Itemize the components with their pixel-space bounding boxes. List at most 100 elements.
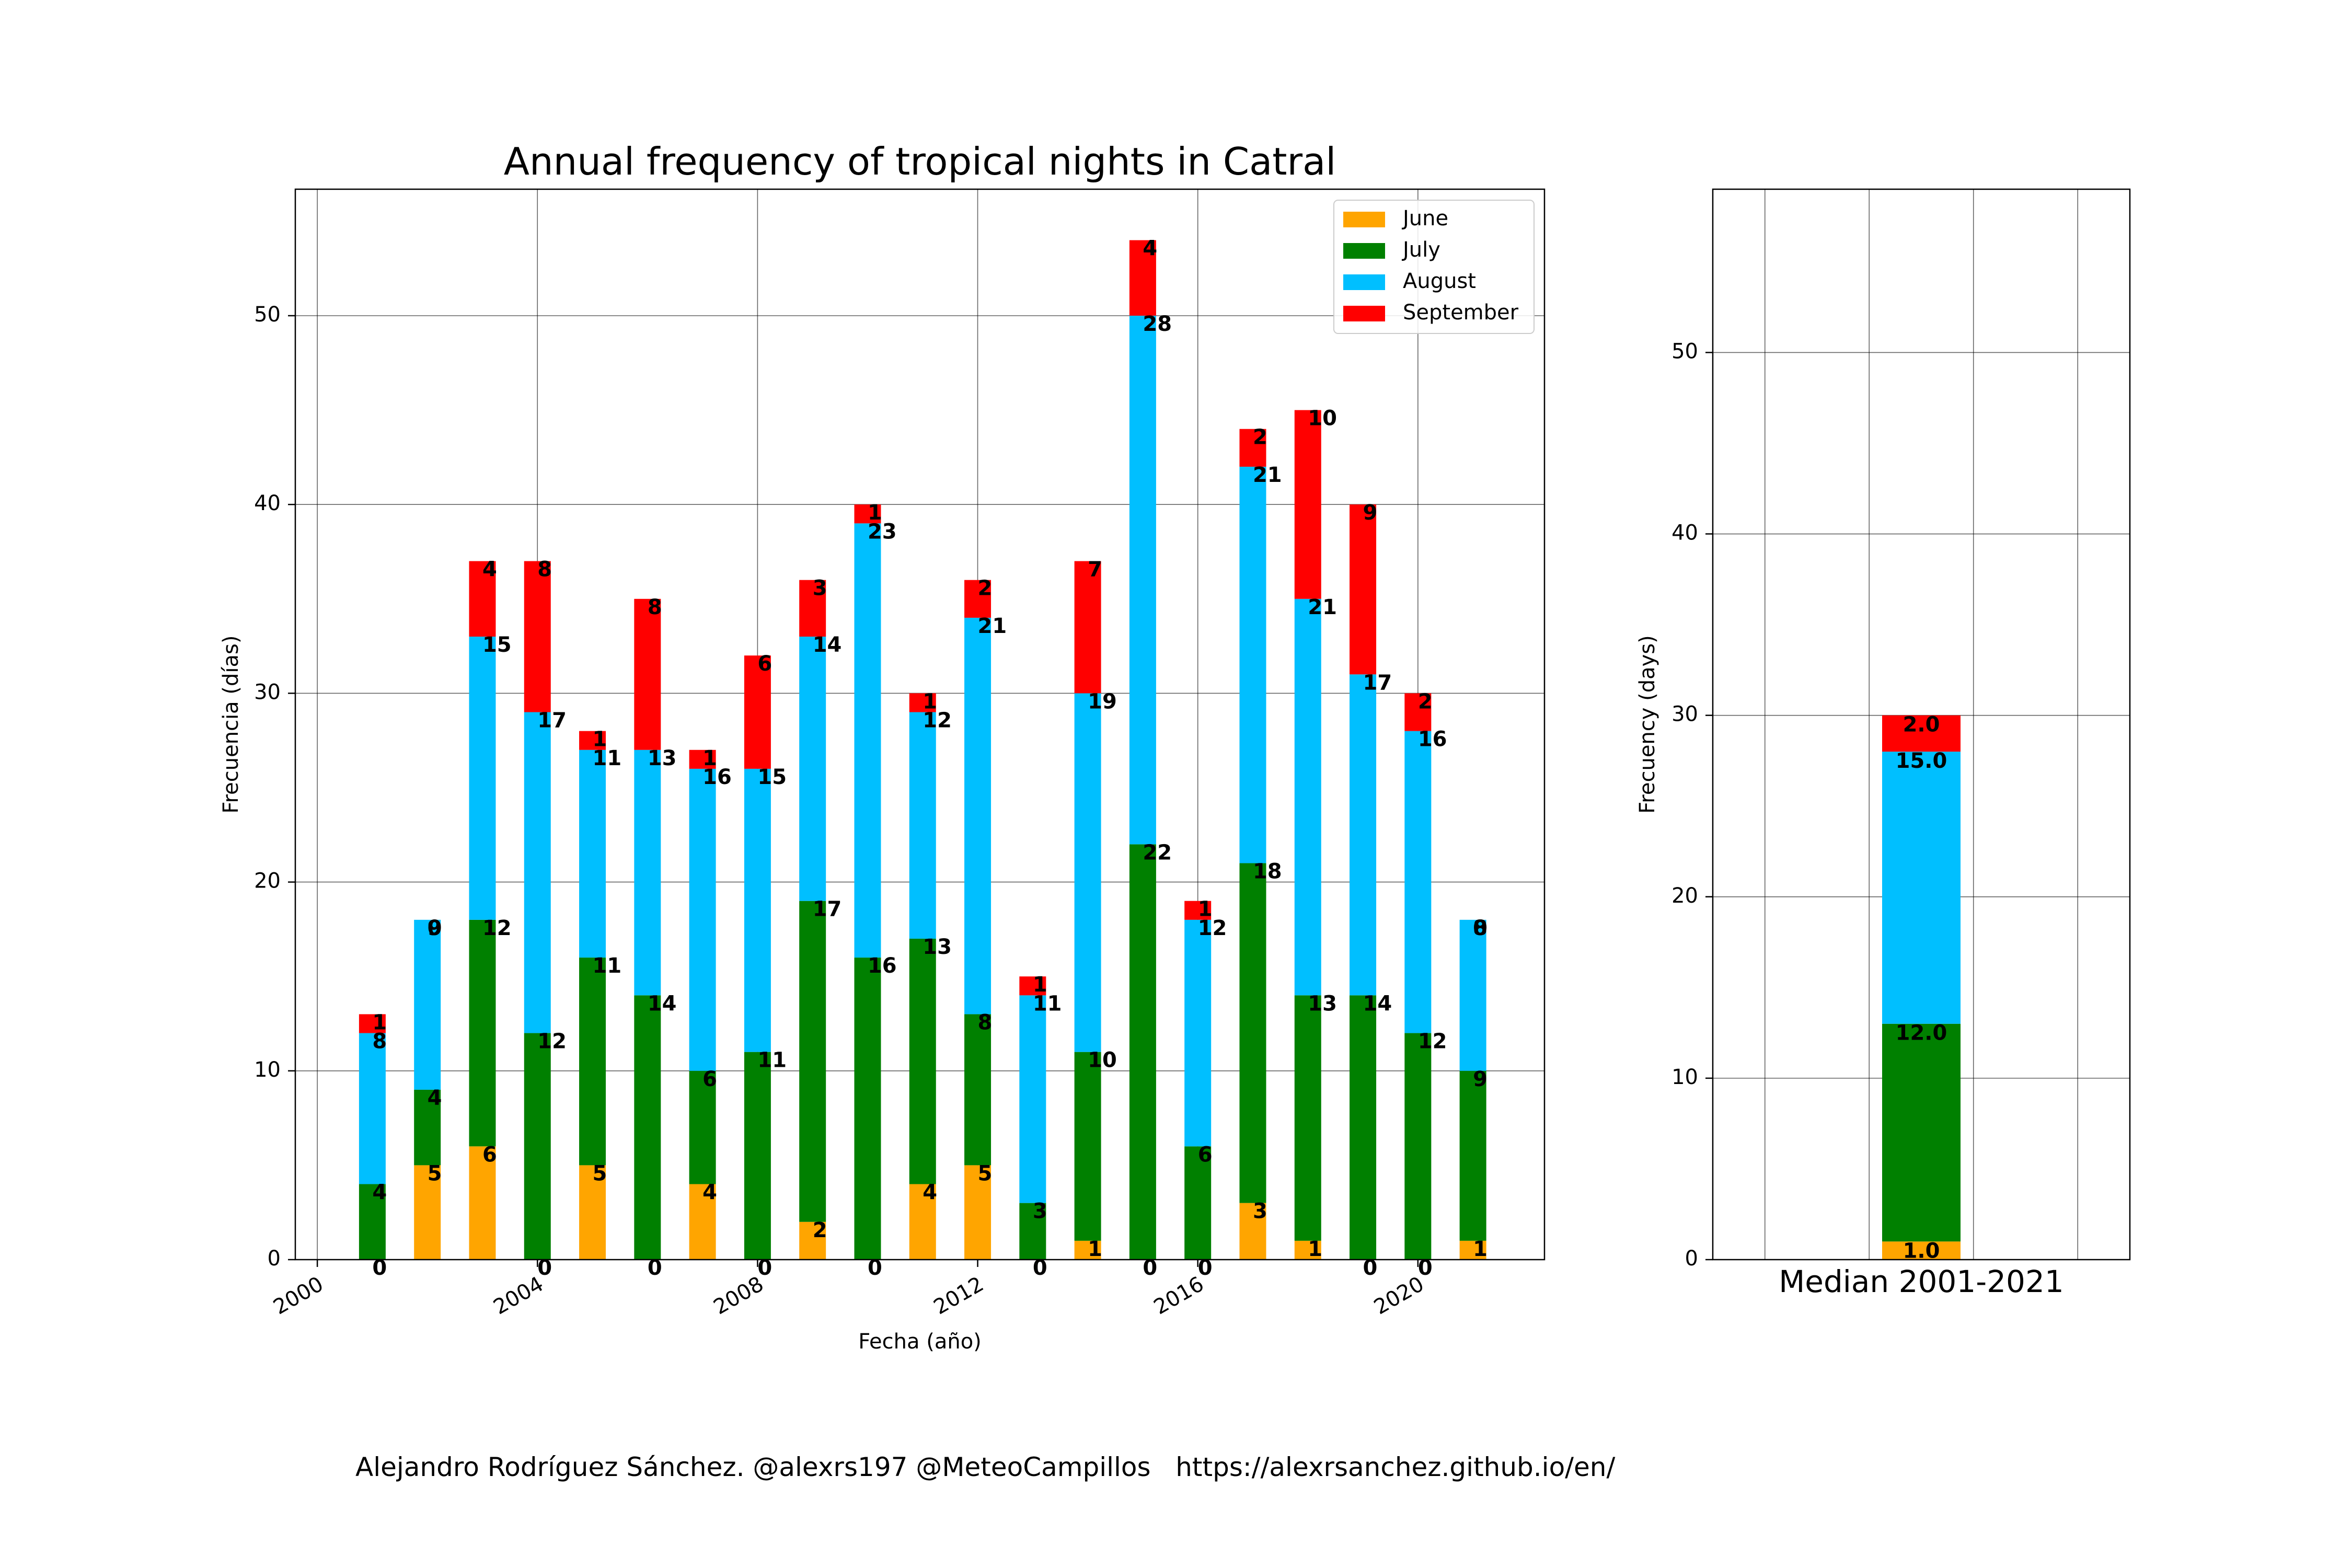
bar-september-2018	[1294, 410, 1321, 599]
legend-box	[1333, 200, 1535, 334]
bar-value-label: 4	[702, 1181, 717, 1205]
y-tick-label: 40	[254, 491, 281, 515]
bar-value-label: 15	[482, 633, 512, 657]
bar-value-label: 28	[1143, 312, 1172, 336]
bar-august-2012	[964, 617, 991, 1014]
bar-value-label: 9	[1363, 501, 1378, 525]
bar-value-label: 8	[537, 558, 552, 582]
bar-september-2013	[1019, 976, 1046, 996]
median-y-axis-label: Frecuency (days)	[1635, 635, 1659, 814]
bar-value-label: 1	[593, 728, 607, 752]
bar-value-label: 12	[537, 1030, 567, 1054]
bar-value-label: 23	[868, 520, 897, 544]
bar-august-2007	[689, 768, 716, 1071]
bar-july-2008	[744, 1052, 771, 1260]
bar-august-2004	[524, 712, 551, 1033]
bar-value-label: 14	[813, 633, 842, 657]
y-tick-label: 50	[254, 303, 281, 327]
bar-value-label: 1	[1473, 1237, 1488, 1261]
bar-july-2004	[524, 1033, 551, 1260]
x-tick-label: 2012	[930, 1272, 988, 1320]
bar-july-2015	[1129, 844, 1156, 1260]
bar-value-label: 4	[428, 1086, 442, 1110]
bar-value-label: 6	[702, 1067, 717, 1091]
bar-july-2017	[1239, 863, 1266, 1203]
bar-june-2012	[964, 1165, 991, 1260]
bar-value-label: 4	[1143, 237, 1157, 261]
legend-label-september: September	[1403, 301, 1519, 325]
bar-september-2020	[1404, 693, 1432, 731]
bar-september-2010	[854, 504, 881, 524]
chart-title: Annual frequency of tropical nights in C…	[504, 140, 1336, 183]
bar-august-2003	[469, 637, 496, 920]
median-y-tick-label: 20	[1671, 884, 1698, 908]
bar-august-2015	[1129, 316, 1156, 845]
bar-july-2006	[634, 995, 661, 1260]
bar-value-label: 13	[923, 935, 952, 959]
bar-value-label: 1	[1308, 1237, 1322, 1261]
bar-july-2002	[414, 1089, 441, 1166]
median-plot-frame	[1712, 188, 2131, 1261]
median-value-label: 1.0	[1903, 1239, 1940, 1263]
bar-value-label: 22	[1143, 840, 1172, 864]
bar-july-2016	[1184, 1146, 1212, 1260]
bar-september-2001	[359, 1014, 386, 1033]
bar-august-2016	[1184, 919, 1212, 1147]
bar-value-label: 6	[482, 1143, 497, 1167]
bar-value-label: 21	[1253, 463, 1282, 487]
bar-value-label: 6	[757, 652, 772, 676]
bar-value-label: 2	[813, 1218, 827, 1242]
median-value-label: 12.0	[1896, 1021, 1947, 1045]
bar-value-label: 16	[1418, 728, 1447, 752]
bar-value-label: 17	[1363, 671, 1392, 695]
bar-value-label: 11	[593, 746, 622, 770]
bar-june-2002	[414, 1165, 441, 1260]
bar-value-label: 1	[923, 689, 937, 713]
bar-august-2019	[1350, 674, 1377, 996]
bar-value-label: 12	[923, 709, 952, 733]
bar-july-2019	[1350, 995, 1377, 1260]
bar-june-2011	[909, 1184, 936, 1260]
bar-value-label: 14	[1363, 991, 1392, 1016]
bar-july-2018	[1294, 995, 1321, 1241]
bar-june-2005	[579, 1165, 606, 1260]
x-tick-label: 2020	[1370, 1272, 1428, 1320]
median-bar-june	[1882, 1241, 1961, 1260]
bar-value-label: 4	[372, 1181, 387, 1205]
median-x-axis-label: Median 2001-2021	[1779, 1264, 2064, 1299]
bar-july-2010	[854, 958, 881, 1260]
bar-august-2006	[634, 750, 661, 996]
median-bar-august	[1882, 752, 1961, 1024]
bar-value-label: 10	[1308, 407, 1337, 431]
bar-value-label: 13	[1308, 991, 1337, 1016]
bar-september-2011	[909, 693, 936, 712]
bar-value-label: 1	[1088, 1237, 1102, 1261]
bar-value-label: 12	[1198, 916, 1227, 940]
bar-value-label: 21	[1308, 595, 1337, 619]
x-tick-label: 2004	[489, 1272, 547, 1320]
bar-july-2001	[359, 1184, 386, 1260]
bar-july-2014	[1074, 1052, 1101, 1241]
bar-september-2005	[579, 731, 606, 750]
legend-swatch-june	[1343, 212, 1385, 227]
bar-value-label: 8	[1473, 916, 1488, 940]
bar-value-label: 4	[482, 558, 497, 582]
bar-september-2015	[1129, 240, 1156, 316]
bar-august-2011	[909, 712, 936, 939]
x-tick-label: 2008	[710, 1272, 768, 1320]
bar-august-2009	[799, 637, 826, 901]
bar-value-label: 1	[702, 746, 717, 770]
bar-value-label: 8	[978, 1010, 993, 1034]
bar-july-2005	[579, 958, 606, 1166]
bar-july-2012	[964, 1014, 991, 1166]
y-tick-label: 20	[254, 869, 281, 893]
bar-june-2017	[1239, 1203, 1266, 1260]
bar-value-label: 13	[648, 746, 677, 770]
bar-september-2017	[1239, 429, 1266, 467]
bar-august-2002	[414, 919, 441, 1090]
bar-september-2004	[524, 561, 551, 712]
x-axis-label: Fecha (año)	[858, 1330, 982, 1354]
median-y-tick-label: 40	[1671, 521, 1698, 545]
bar-value-label: 12	[482, 916, 512, 940]
bar-value-label: 21	[978, 614, 1007, 638]
